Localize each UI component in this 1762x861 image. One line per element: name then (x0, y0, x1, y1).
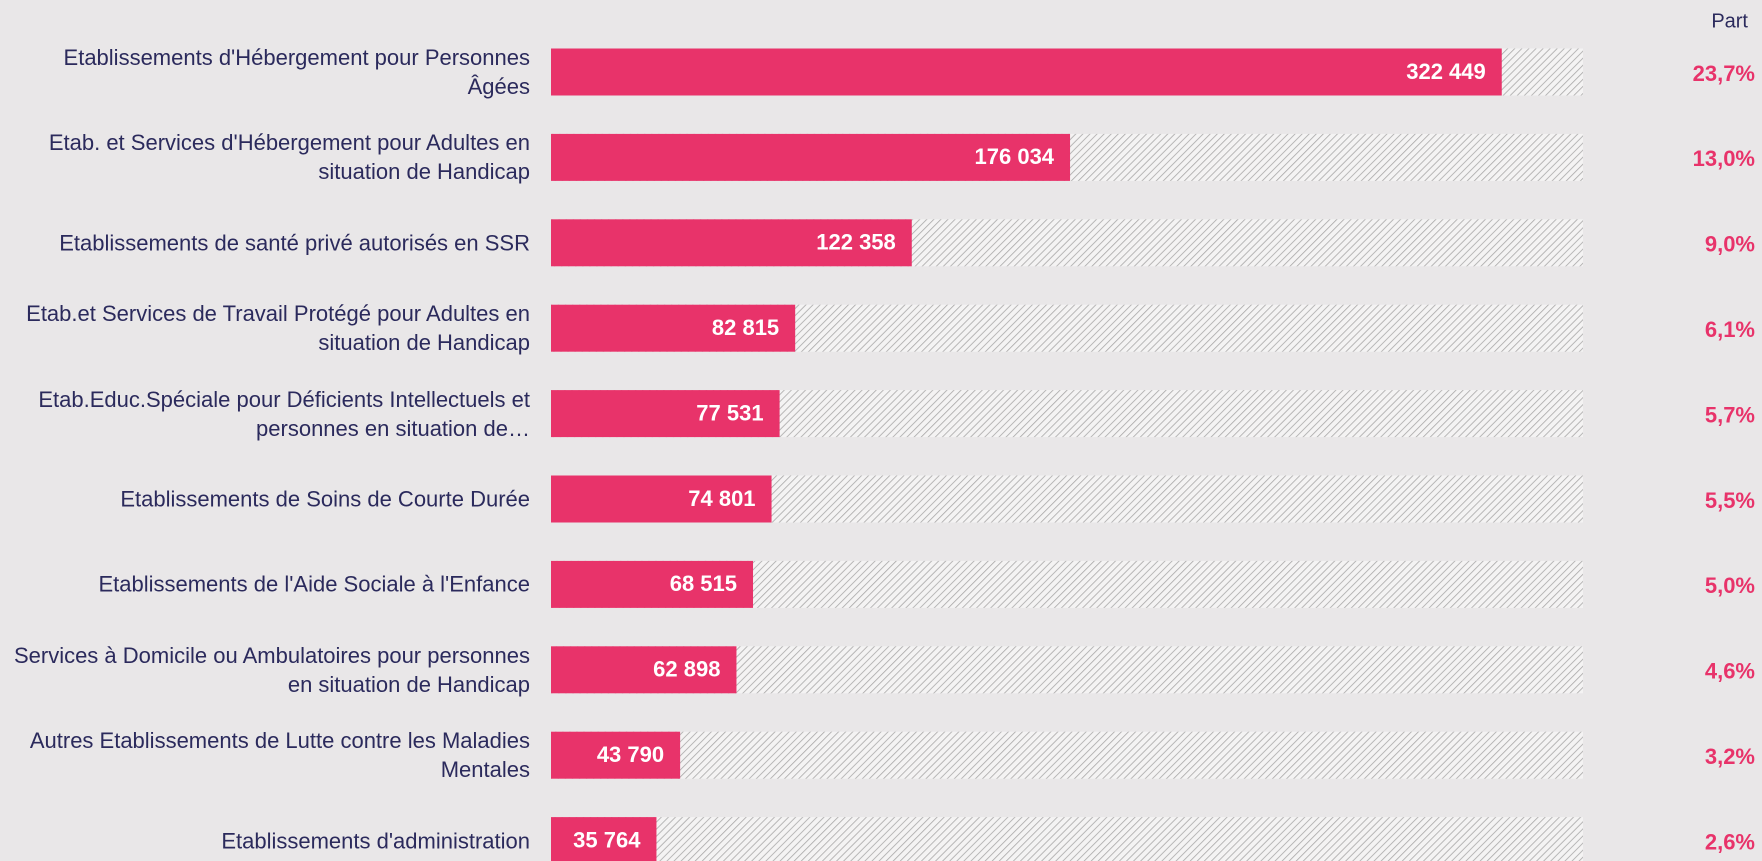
bar (551, 817, 657, 861)
share-label: 3,2% (1705, 744, 1755, 769)
value-label: 43 790 (597, 742, 664, 767)
value-label: 82 815 (712, 315, 779, 340)
bar (551, 48, 1502, 96)
category-label: Etablissements de Soins de Courte Durée (120, 486, 530, 512)
value-label: 122 358 (816, 230, 896, 255)
category-label: Services à Domicile ou Ambulatoires pour… (13, 642, 530, 697)
share-label: 5,0% (1705, 573, 1755, 598)
category-label: Etab.Educ.Spéciale pour Déficients Intel… (38, 386, 530, 441)
share-label: 23,7% (1693, 61, 1755, 86)
category-label: Etablissements d'administration (221, 828, 530, 854)
category-label: Autres Etablissements de Lutte contre le… (29, 728, 530, 783)
value-label: 62 898 (653, 657, 720, 682)
category-label: Etablissements de l'Aide Sociale à l'Enf… (98, 571, 530, 597)
share-label: 6,1% (1705, 317, 1755, 342)
share-label: 9,0% (1705, 232, 1755, 257)
bar (551, 133, 1071, 181)
share-label: 5,5% (1705, 488, 1755, 513)
value-label: 74 801 (688, 486, 755, 511)
value-label: 68 515 (670, 571, 737, 596)
bar (551, 219, 912, 267)
value-label: 77 531 (696, 400, 763, 425)
share-label: 4,6% (1705, 659, 1755, 684)
category-label: Etab.et Services de Travail Protégé pour… (26, 301, 530, 356)
bar-track (551, 817, 1583, 861)
value-label: 176 034 (975, 144, 1055, 169)
bar (551, 390, 780, 438)
bar (551, 731, 681, 779)
bar (551, 560, 754, 608)
share-label: 2,6% (1705, 829, 1755, 854)
category-label: Etablissements de santé privé autorisés … (59, 230, 530, 256)
category-label: Etab. et Services d'Hébergement pour Adu… (48, 130, 530, 185)
category-label: Etablissements d'Hébergement pour Person… (63, 45, 530, 99)
share-header: Part (1711, 10, 1748, 32)
bar (551, 646, 737, 694)
value-label: 35 764 (573, 827, 641, 852)
share-label: 5,7% (1705, 402, 1755, 427)
value-label: 322 449 (1406, 59, 1486, 84)
bar (551, 475, 772, 523)
bar-track (551, 731, 1583, 779)
bar (551, 304, 796, 352)
share-label: 13,0% (1693, 146, 1755, 171)
